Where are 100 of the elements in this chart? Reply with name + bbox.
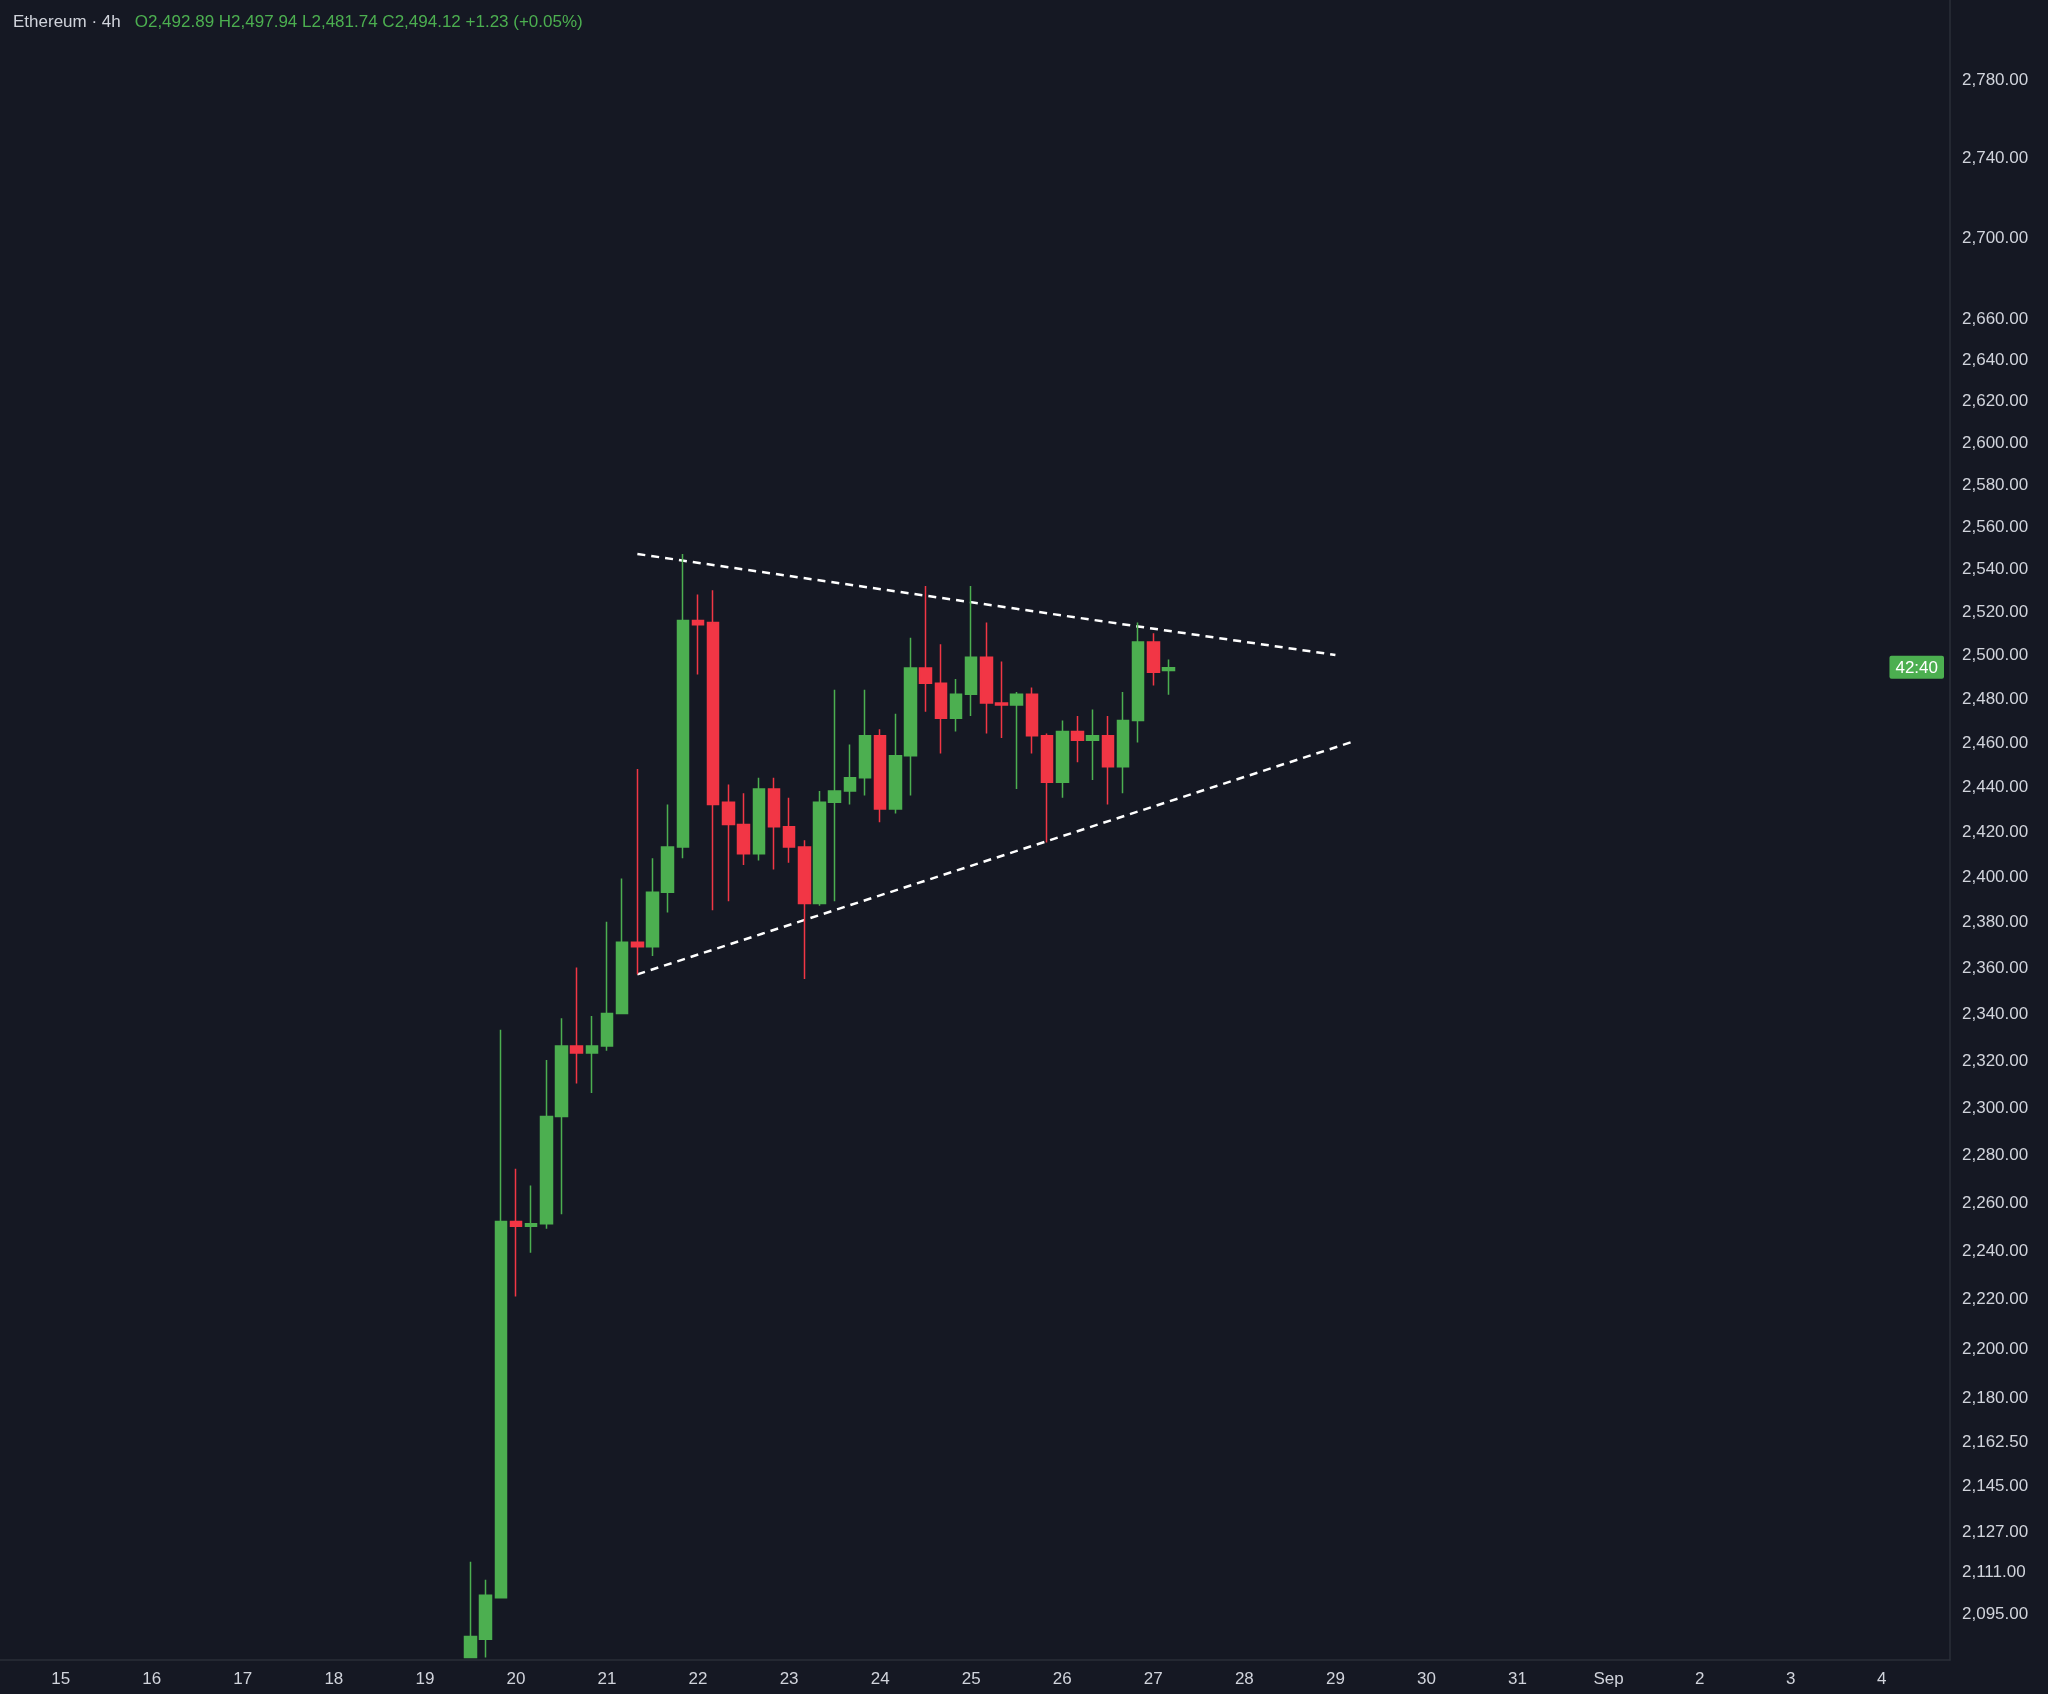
y-tick-label: 2,660.00 bbox=[1962, 309, 2029, 329]
y-tick-label: 2,640.00 bbox=[1962, 350, 2029, 370]
candlestick bbox=[509, 1167, 523, 1298]
y-tick-label: 2,111.00 bbox=[1962, 1562, 2026, 1582]
x-tick-label: 23 bbox=[779, 1669, 799, 1688]
y-tick-label: 2,220.00 bbox=[1962, 1289, 2029, 1309]
y-tick-label: 2,260.00 bbox=[1962, 1192, 2029, 1212]
candlestick bbox=[585, 1015, 599, 1094]
annotation: 42:40 bbox=[1895, 657, 1939, 677]
x-tick-label: 26 bbox=[1052, 1669, 1072, 1688]
candlestick bbox=[1009, 691, 1024, 790]
candlestick bbox=[1116, 691, 1130, 795]
x-tick-label: 18 bbox=[324, 1669, 344, 1688]
candlestick bbox=[1070, 715, 1085, 764]
y-tick-label: 2,480.00 bbox=[1962, 689, 2029, 709]
x-tick-label: 16 bbox=[142, 1669, 162, 1688]
candlestick bbox=[706, 589, 720, 912]
x-tick-label: 19 bbox=[415, 1669, 435, 1688]
y-tick-label: 2,162.50 bbox=[1962, 1431, 2029, 1451]
x-tick-label: 20 bbox=[506, 1669, 526, 1688]
x-tick-label: 27 bbox=[1143, 1669, 1163, 1688]
candlestick bbox=[994, 660, 1009, 739]
y-tick-label: 2,580.00 bbox=[1962, 474, 2029, 494]
x-tick-label: 31 bbox=[1508, 1669, 1527, 1688]
candlestick bbox=[1040, 732, 1054, 844]
y-tick-label: 2,620.00 bbox=[1962, 391, 2029, 411]
x-tick-label: Sep bbox=[1593, 1669, 1624, 1688]
candlestick bbox=[934, 643, 948, 755]
x-tick-label: 2 bbox=[1694, 1669, 1705, 1688]
y-tick-label: 2,440.00 bbox=[1962, 777, 2029, 797]
candlestick bbox=[1085, 708, 1100, 781]
y-tick-label: 2,095.00 bbox=[1962, 1603, 2029, 1623]
candlestick bbox=[752, 777, 766, 862]
y-tick-label: 2,420.00 bbox=[1962, 821, 2029, 841]
candlestick bbox=[660, 803, 675, 914]
candlestick bbox=[918, 585, 933, 713]
candlestick bbox=[569, 966, 584, 1085]
candlestick bbox=[524, 1184, 538, 1254]
candlestick bbox=[873, 728, 887, 824]
candlestick bbox=[600, 920, 614, 1052]
candlestick bbox=[615, 877, 629, 1015]
candlestick bbox=[903, 636, 918, 797]
candlestick bbox=[858, 689, 872, 797]
y-tick-label: 2,280.00 bbox=[1962, 1144, 2029, 1164]
text: Ethereum · 4h bbox=[13, 12, 121, 31]
candlestick bbox=[1025, 686, 1039, 755]
candlestick bbox=[782, 797, 796, 864]
y-tick-label: 2,600.00 bbox=[1962, 432, 2029, 452]
y-tick-label: 2,380.00 bbox=[1962, 912, 2029, 932]
y-tick-label: 2,740.00 bbox=[1962, 148, 2029, 168]
candlestick bbox=[554, 1017, 569, 1215]
y-tick-label: 2,145.00 bbox=[1962, 1475, 2029, 1495]
y-tick-label: 2,460.00 bbox=[1962, 732, 2029, 752]
y-tick-label: 2,500.00 bbox=[1962, 645, 2029, 665]
candlestick bbox=[1055, 719, 1070, 799]
y-tick-label: 2,780.00 bbox=[1962, 69, 2029, 89]
candlestick bbox=[843, 743, 857, 806]
x-tick-label: 21 bbox=[597, 1669, 617, 1688]
y-tick-label: 2,340.00 bbox=[1962, 1004, 2029, 1024]
candlestick bbox=[539, 1059, 554, 1230]
candlestick bbox=[964, 585, 978, 717]
candlestick bbox=[630, 768, 645, 976]
y-tick-label: 2,360.00 bbox=[1962, 957, 2029, 977]
candlestick bbox=[888, 713, 903, 815]
x-tick-label: 3 bbox=[1785, 1669, 1796, 1688]
candlestick bbox=[1146, 632, 1161, 687]
y-tick-label: 2,520.00 bbox=[1962, 602, 2029, 622]
y-tick-label: 2,200.00 bbox=[1962, 1338, 2029, 1358]
y-tick-label: 2,240.00 bbox=[1962, 1240, 2029, 1260]
candlestick bbox=[1161, 658, 1176, 696]
candlestick bbox=[463, 1560, 478, 1659]
candlestick bbox=[494, 1029, 508, 1599]
candlestick bbox=[949, 678, 963, 733]
candlestick bbox=[721, 783, 736, 902]
candlestick bbox=[1101, 715, 1115, 806]
x-tick-label: 30 bbox=[1417, 1669, 1436, 1688]
x-tick-label: 28 bbox=[1234, 1669, 1254, 1688]
x-tick-label: 17 bbox=[233, 1669, 253, 1688]
y-tick-label: 2,320.00 bbox=[1962, 1050, 2029, 1070]
candlestick bbox=[979, 621, 994, 735]
candlestick bbox=[767, 777, 781, 871]
x-tick-label: 29 bbox=[1325, 1669, 1345, 1688]
x-tick-label: 4 bbox=[1876, 1669, 1887, 1688]
candlestick bbox=[812, 790, 827, 907]
candlestick bbox=[736, 792, 751, 866]
y-tick-label: 2,540.00 bbox=[1962, 559, 2029, 579]
candlestick bbox=[797, 839, 812, 980]
candlestick bbox=[827, 689, 842, 902]
x-tick-label: 22 bbox=[688, 1669, 708, 1688]
x-tick-label: 25 bbox=[961, 1669, 981, 1688]
candlestick bbox=[691, 593, 705, 676]
y-tick-label: 2,127.00 bbox=[1962, 1521, 2029, 1541]
y-tick-label: 2,400.00 bbox=[1962, 866, 2029, 886]
annotation: O2,492.89 H2,497.94 L2,481.74 C2,494.12 +1.23 (+0.05%) bbox=[134, 12, 583, 31]
x-tick-label: 15 bbox=[51, 1669, 71, 1688]
y-tick-label: 2,560.00 bbox=[1962, 516, 2029, 536]
x-tick-label: 24 bbox=[870, 1669, 890, 1688]
candlestick bbox=[1131, 621, 1145, 744]
candlestick bbox=[645, 857, 660, 957]
y-tick-label: 2,700.00 bbox=[1962, 228, 2029, 248]
